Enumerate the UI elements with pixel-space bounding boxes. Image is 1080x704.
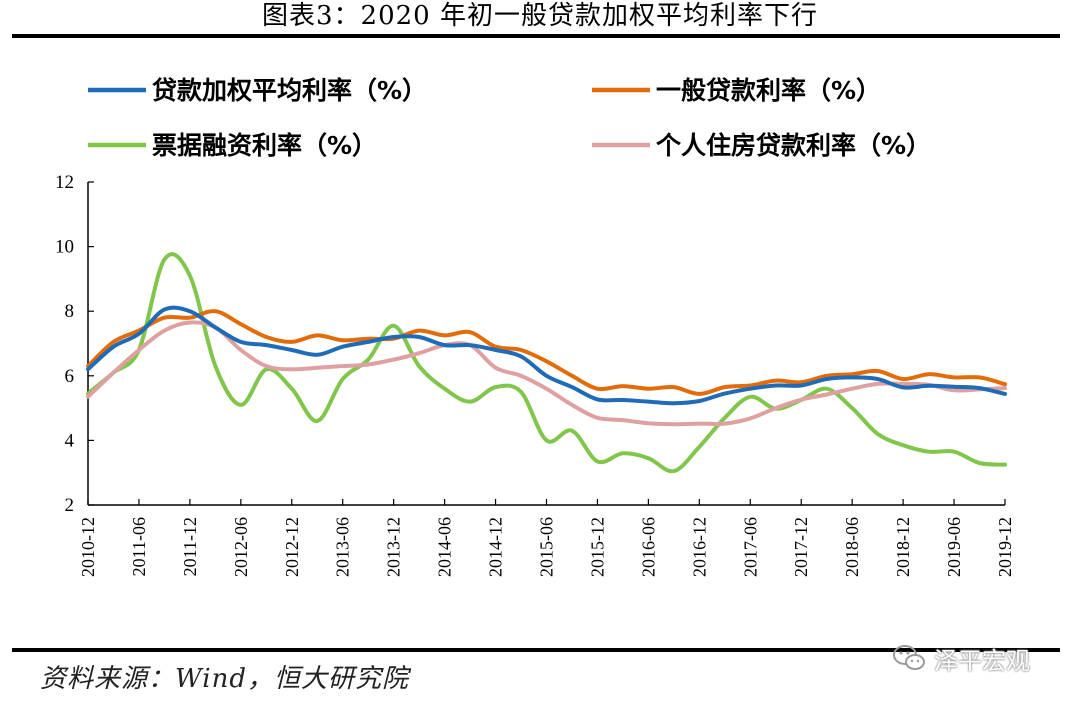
bottom-rule [12,648,1060,652]
source-note: 资料来源：Wind，恒大研究院 [40,664,409,694]
y-tick-label: 12 [55,172,74,193]
x-tick-label: 2016-06 [638,517,658,577]
x-tick-label: 2019-12 [995,517,1015,577]
page-title: 图表3：2020 年初一般贷款加权平均利率下行 [262,1,818,31]
x-tick-label: 2011-12 [180,517,200,576]
x-tick-label: 2015-06 [537,517,557,577]
x-tick-label: 2017-06 [740,517,760,577]
x-tick-label: 2012-06 [231,517,251,577]
y-tick-label: 6 [65,366,75,387]
chart-series-lines [86,252,1007,474]
top-rule [12,34,1060,38]
x-tick-label: 2013-12 [384,517,404,577]
series-line-bill-financing-rate [86,252,1007,474]
legend: 贷款加权平均利率（%） 一般贷款利率（%） 票据融资利率（%） 个人住房贷款利率（%） [88,76,931,160]
chart-axes: 2 4 6 8 10 12 2010-12 2011-06 2011-12 2012-06 2012… [55,172,1015,577]
y-tick-label: 10 [55,237,74,258]
x-tick-label: 2018-12 [893,517,913,577]
x-tick-label: 2011-06 [129,517,149,576]
legend-label-mortgage-rate: 个人住房贷款利率（%） [656,131,931,160]
watermark: 泽平宏观 [892,640,1072,676]
legend-label-general-loan-rate: 一般贷款利率（%） [656,76,881,105]
legend-label-weighted-avg-rate: 贷款加权平均利率（%） [152,76,427,105]
x-tick-label: 2013-06 [333,517,353,577]
legend-label-bill-financing-rate: 票据融资利率（%） [152,131,377,160]
x-tick-label: 2014-06 [435,517,455,577]
series-line-weighted-avg-rate [86,305,1007,406]
x-tick-label: 2015-12 [587,517,607,577]
y-tick-label: 8 [65,301,75,322]
x-tick-label: 2012-12 [282,517,302,577]
wechat-icon [893,645,925,670]
x-tick-label: 2014-12 [486,517,506,577]
y-tick-label: 2 [65,495,75,516]
x-tick-label: 2019-06 [944,517,964,577]
series-line-general-loan-rate [86,309,1007,396]
series-line-mortgage-rate [86,320,1007,427]
x-tick-label: 2017-12 [791,517,811,577]
x-tick-label: 2016-12 [689,517,709,577]
x-tick-label: 2010-12 [78,517,98,577]
x-tick-label: 2018-06 [842,517,862,577]
y-tick-label: 4 [65,430,75,451]
watermark-text: 泽平宏观 [934,646,1030,675]
